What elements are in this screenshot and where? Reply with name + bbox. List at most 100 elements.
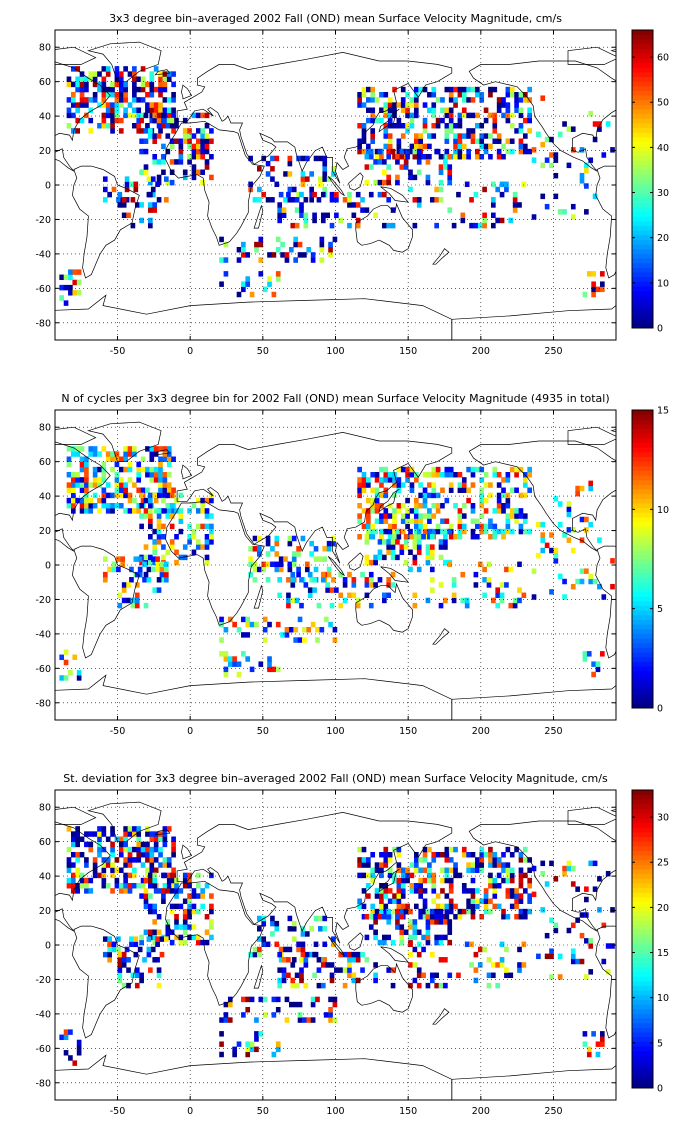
bin-cell bbox=[531, 214, 537, 220]
bin-cell bbox=[390, 207, 396, 213]
bin-cell bbox=[408, 908, 413, 915]
bin-cell bbox=[306, 627, 312, 633]
bin-cell bbox=[549, 948, 554, 954]
bin-cell bbox=[413, 534, 419, 540]
bin-cell bbox=[195, 883, 201, 889]
bin-cell bbox=[204, 497, 210, 504]
bin-cell bbox=[443, 982, 448, 989]
bin-cell bbox=[366, 857, 371, 863]
bin-cell bbox=[509, 487, 515, 493]
bin-cell bbox=[223, 666, 229, 673]
bin-cell bbox=[66, 107, 72, 113]
bin-cell bbox=[514, 508, 519, 514]
bin-cell bbox=[191, 112, 197, 119]
bin-cell bbox=[143, 138, 149, 144]
bin-cell bbox=[383, 112, 389, 119]
bin-cell bbox=[127, 852, 133, 858]
bin-cell bbox=[431, 133, 437, 139]
bin-cell bbox=[105, 862, 111, 868]
bin-cell bbox=[483, 903, 489, 910]
bin-cell bbox=[361, 857, 367, 863]
bin-cell bbox=[444, 852, 450, 858]
bin-cell bbox=[204, 544, 210, 550]
bin-cell bbox=[204, 148, 210, 155]
bin-cell bbox=[370, 523, 376, 530]
bin-cell bbox=[101, 76, 107, 82]
bin-cell bbox=[236, 257, 242, 263]
bin-cell bbox=[522, 148, 528, 155]
bin-cell bbox=[143, 544, 149, 550]
bin-cell bbox=[187, 523, 192, 530]
bin-cell bbox=[270, 561, 275, 568]
bin-cell bbox=[408, 941, 413, 948]
bin-cell bbox=[257, 936, 262, 942]
bin-cell bbox=[409, 472, 415, 478]
bin-cell bbox=[453, 503, 458, 509]
bin-cell bbox=[374, 888, 380, 894]
bin-cell bbox=[274, 181, 280, 188]
coastline bbox=[72, 165, 140, 279]
bin-cell bbox=[182, 898, 188, 904]
bin-cell bbox=[102, 936, 108, 942]
bin-cell bbox=[320, 217, 326, 224]
bin-cell bbox=[286, 602, 291, 609]
bin-cell bbox=[139, 559, 144, 566]
bin-cell bbox=[66, 97, 72, 103]
bin-cell bbox=[562, 578, 567, 585]
coastline bbox=[176, 812, 453, 944]
bin-cell bbox=[505, 503, 511, 509]
bin-cell bbox=[390, 939, 396, 946]
bin-cell bbox=[518, 466, 524, 473]
bin-cell bbox=[97, 836, 102, 842]
bin-cell bbox=[123, 846, 128, 853]
bin-cell bbox=[386, 577, 392, 583]
bin-cell bbox=[403, 908, 409, 915]
bin-cell bbox=[316, 967, 322, 973]
bin-cell bbox=[457, 133, 463, 139]
bin-cell bbox=[396, 487, 402, 493]
x-tick-label: 50 bbox=[257, 726, 269, 737]
bin-cell bbox=[156, 112, 162, 119]
bin-cell bbox=[479, 138, 485, 144]
bin-cell bbox=[306, 1017, 312, 1023]
bin-cell bbox=[355, 222, 361, 229]
bin-cell bbox=[491, 202, 496, 208]
bin-cell bbox=[287, 160, 293, 167]
x-tick-label: 200 bbox=[472, 1106, 490, 1117]
bin-cell bbox=[427, 154, 432, 160]
bin-cell bbox=[290, 982, 296, 989]
bin-cell bbox=[457, 518, 463, 524]
bin-cell bbox=[313, 546, 319, 552]
bin-cell bbox=[482, 222, 487, 229]
bin-cell bbox=[540, 162, 546, 169]
bin-cell bbox=[286, 577, 291, 583]
bin-cell bbox=[277, 202, 283, 208]
bin-cell bbox=[364, 582, 370, 588]
bin-cell bbox=[101, 472, 107, 478]
bin-cell bbox=[118, 846, 124, 853]
bin-cell bbox=[413, 497, 419, 504]
bin-cell bbox=[457, 872, 463, 879]
bin-cell bbox=[605, 943, 611, 949]
bin-cell bbox=[143, 554, 149, 561]
y-tick-label: -40 bbox=[35, 629, 51, 640]
bin-cell bbox=[249, 291, 255, 298]
bin-cell bbox=[466, 97, 471, 103]
coastline bbox=[72, 545, 140, 659]
bin-cell bbox=[473, 222, 479, 229]
bin-cell bbox=[488, 112, 493, 119]
bin-cell bbox=[422, 857, 428, 863]
bin-cell bbox=[505, 138, 511, 144]
bin-cell bbox=[120, 561, 126, 568]
bin-cell bbox=[121, 957, 127, 963]
coastline bbox=[154, 69, 171, 76]
bin-cell bbox=[300, 535, 306, 542]
bin-cell bbox=[374, 503, 380, 509]
bin-cell bbox=[149, 446, 155, 452]
bin-cell bbox=[150, 176, 156, 182]
bin-cell bbox=[140, 883, 146, 889]
colorbar-tick-label: 0 bbox=[657, 704, 663, 715]
bin-cell bbox=[195, 112, 201, 119]
bin-cell bbox=[405, 513, 410, 519]
bin-cell bbox=[134, 582, 140, 588]
